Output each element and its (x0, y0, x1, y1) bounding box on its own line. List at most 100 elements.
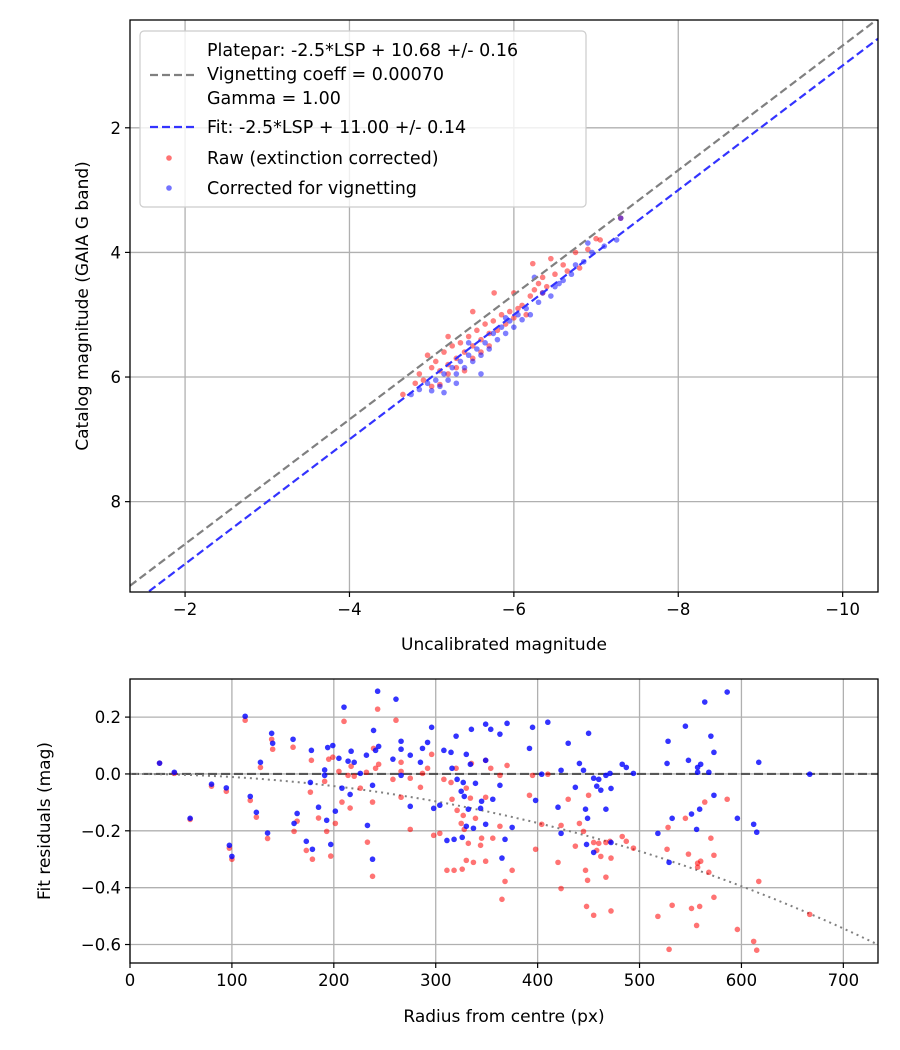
corrected-point (332, 808, 339, 814)
residuals-plot: 0 100 200 300 400 500 600 700 0.2 0.0 −0.2 −0.4 −0.6… (35, 678, 879, 1027)
corrected-point (441, 389, 447, 396)
corrected-point (208, 781, 215, 787)
raw-point (369, 799, 376, 805)
corrected-point (494, 336, 501, 343)
magnitude-calibration-plot: −2 −4 −6 −8 −10 2 4 6 8 Uncalibrated magnitude C… (73, 19, 879, 655)
corrected-point (441, 371, 447, 377)
corrected-point (470, 825, 477, 832)
corrected-point (565, 740, 572, 747)
corrected-point (419, 745, 426, 752)
corrected-point (398, 746, 404, 753)
corrected-point (294, 810, 300, 817)
corrected-point (465, 339, 472, 346)
raw-point (341, 718, 347, 725)
x-tick-label: −2 (173, 600, 197, 619)
corrected-point (432, 377, 439, 383)
raw-point (560, 262, 566, 268)
raw-point (445, 371, 451, 377)
raw-point (412, 380, 419, 387)
raw-point (497, 772, 503, 779)
raw-point (444, 867, 450, 874)
bottom-reference-lines (130, 772, 878, 945)
corrected-point (582, 806, 589, 813)
raw-point (655, 913, 661, 920)
raw-point (321, 778, 328, 785)
raw-point (608, 855, 614, 861)
corrected-point (370, 727, 377, 734)
raw-point (694, 860, 701, 867)
raw-point (327, 853, 334, 859)
raw-point (487, 765, 494, 772)
raw-point (454, 807, 460, 814)
corrected-point (351, 759, 357, 766)
corrected-point (595, 776, 602, 783)
corrected-point (608, 785, 614, 792)
corrected-point (374, 688, 381, 695)
x-tick-label: 200 (318, 971, 350, 990)
raw-point (565, 796, 572, 803)
corrected-point (430, 805, 437, 812)
legend-corrected-marker (166, 185, 172, 191)
corrected-point (655, 830, 661, 837)
raw-point (459, 866, 466, 872)
top-scatter-points (400, 215, 624, 398)
legend-raw: Raw (extinction corrected) (207, 149, 439, 169)
raw-point (750, 938, 757, 945)
bottom-y-axis-label: Fit residuals (mag) (35, 742, 55, 900)
raw-point (527, 293, 534, 299)
raw-point (436, 830, 443, 837)
bottom-axes-frame (129, 678, 879, 964)
corrected-point (555, 804, 561, 811)
x-tick-label: −10 (825, 600, 860, 619)
raw-point (623, 838, 630, 845)
raw-point (529, 772, 536, 779)
corrected-point (669, 815, 675, 822)
raw-point (465, 333, 472, 340)
raw-point (491, 290, 497, 296)
corrected-point (526, 745, 533, 752)
corrected-point (407, 752, 414, 758)
corrected-point (436, 802, 443, 809)
corrected-point (580, 767, 587, 774)
corrected-point (665, 738, 671, 745)
raw-point (424, 352, 431, 359)
raw-point (535, 280, 542, 287)
corrected-point (711, 792, 717, 799)
raw-point (572, 843, 579, 849)
top-y-axis-label: Catalog magnitude (GAIA G band) (73, 161, 93, 451)
raw-point (539, 274, 546, 281)
corrected-point (548, 293, 554, 299)
raw-point (419, 770, 426, 777)
raw-point (580, 828, 587, 835)
raw-point (511, 315, 517, 321)
raw-point (489, 835, 496, 841)
raw-point (806, 911, 813, 918)
legend-box (139, 30, 587, 208)
corrected-point (445, 377, 451, 383)
raw-point (664, 846, 670, 853)
corrected-point (369, 782, 376, 789)
raw-point (398, 768, 404, 775)
raw-point (407, 775, 414, 782)
corrected-point (363, 752, 370, 758)
raw-point (253, 814, 260, 820)
x-tick-label: −4 (337, 600, 361, 619)
y-tick-label: 0.2 (95, 708, 121, 727)
corrected-point (324, 744, 331, 751)
corrected-point (390, 756, 396, 762)
raw-point (630, 845, 637, 851)
vignetting-curve (130, 773, 877, 945)
raw-point (558, 885, 564, 892)
corrected-point (327, 841, 334, 848)
corrected-point (499, 855, 505, 861)
corrected-point (478, 798, 485, 805)
raw-point (665, 824, 671, 831)
corrected-point (682, 723, 689, 729)
corrected-point (372, 747, 379, 754)
corrected-point (487, 726, 494, 733)
raw-point (576, 820, 583, 827)
top-tick-labels: −2 −4 −6 −8 −10 2 4 6 8 (111, 119, 861, 619)
raw-point (369, 873, 376, 880)
corrected-point (291, 820, 297, 827)
corrected-point (603, 806, 609, 813)
